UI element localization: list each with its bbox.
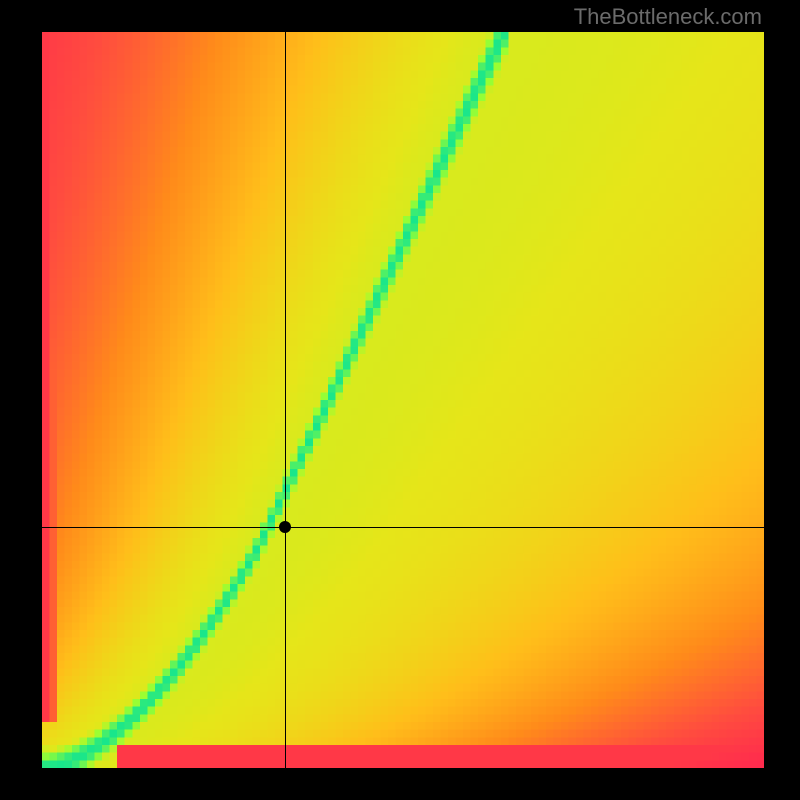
crosshair-vertical	[285, 32, 286, 768]
watermark-text: TheBottleneck.com	[574, 4, 762, 30]
chart-container: TheBottleneck.com	[0, 0, 800, 800]
bottleneck-heatmap	[42, 32, 764, 768]
crosshair-horizontal	[42, 527, 764, 528]
